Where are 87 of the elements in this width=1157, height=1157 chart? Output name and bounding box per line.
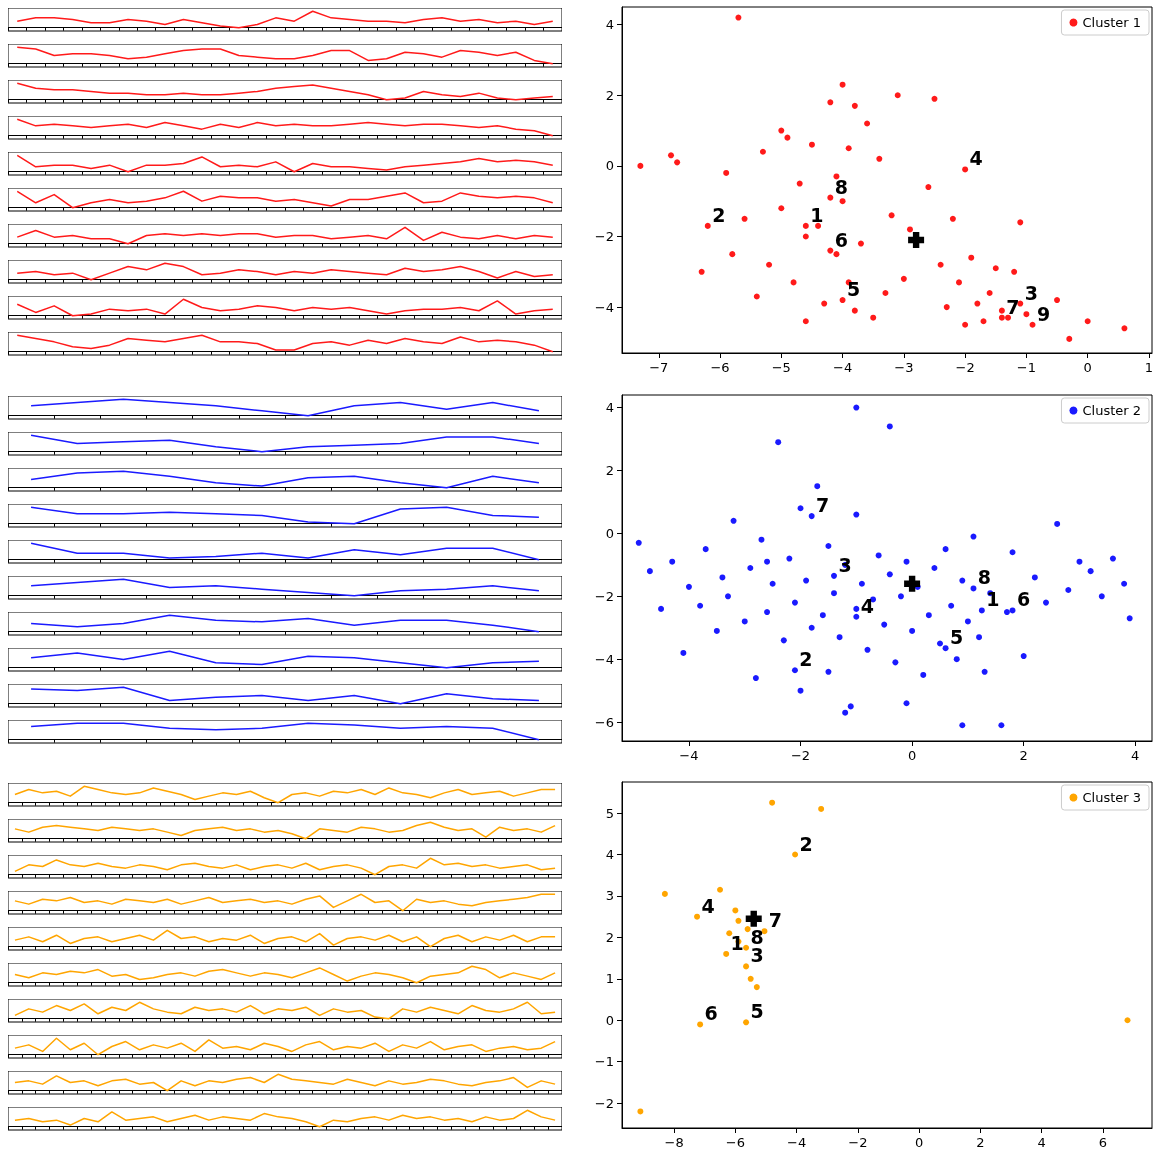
x-tick-label: 4 — [1131, 747, 1140, 763]
y-tick-label: 4 — [605, 847, 614, 863]
point — [637, 1108, 644, 1115]
point — [743, 1019, 750, 1026]
annotation: 1 — [986, 587, 1000, 610]
y-tick-label: 0 — [605, 1012, 614, 1028]
annotation: 4 — [701, 894, 715, 917]
annotation: 1 — [730, 931, 744, 954]
y-tick-label: 2 — [605, 462, 614, 478]
x-tick-label: 6 — [1098, 1135, 1108, 1150]
point — [792, 851, 799, 858]
x-tick-label: −2 — [848, 1135, 868, 1150]
x-tick-label: −4 — [679, 747, 699, 763]
point — [726, 930, 733, 937]
x-tick-label: −4 — [832, 360, 853, 375]
y-tick-label: −4 — [594, 299, 614, 315]
y-tick-label: −6 — [594, 714, 614, 730]
annotation: 4 — [969, 147, 983, 170]
x-tick-label: −6 — [710, 360, 730, 375]
point — [818, 805, 825, 812]
annotation: 2 — [799, 647, 813, 670]
point — [744, 926, 751, 933]
y-tick-label: 4 — [605, 399, 614, 415]
annotation: 6 — [834, 228, 848, 251]
annotation: 1 — [810, 203, 824, 226]
x-tick-label: −7 — [649, 360, 669, 375]
x-tick-label: −1 — [1016, 360, 1036, 375]
y-tick-label: 0 — [605, 158, 614, 174]
annotation: 8 — [834, 175, 848, 198]
x-tick-label: 0 — [907, 747, 917, 763]
point — [694, 913, 701, 920]
annotation: 5 — [750, 1000, 764, 1023]
annotation: 3 — [838, 553, 852, 576]
x-tick-label: −5 — [771, 360, 791, 375]
x-tick-label: −3 — [894, 360, 914, 375]
point — [717, 886, 724, 893]
annotation: 7 — [816, 493, 830, 516]
x-tick-label: −2 — [790, 747, 811, 763]
y-tick-label: 3 — [605, 888, 614, 904]
point — [769, 799, 776, 806]
x-tick-label: 2 — [1019, 747, 1028, 763]
annotation: 2 — [799, 832, 813, 855]
point — [747, 975, 754, 982]
point — [745, 910, 762, 927]
legend-label: Cluster 3 — [1082, 790, 1141, 805]
legend-label: Cluster 2 — [1082, 402, 1141, 418]
y-tick-label: −2 — [594, 1095, 614, 1111]
point — [661, 890, 668, 897]
point — [735, 917, 742, 924]
y-tick-label: −1 — [594, 1054, 614, 1070]
annotation: 7 — [1006, 295, 1020, 318]
x-tick-label: −6 — [725, 1135, 745, 1150]
annotation: 7 — [768, 909, 783, 932]
y-tick-label: 5 — [605, 805, 614, 821]
point — [723, 950, 730, 957]
annotation: 9 — [1036, 302, 1051, 325]
legend-label: Cluster 1 — [1082, 15, 1141, 30]
y-tick-label: 4 — [605, 17, 614, 33]
annotation: 6 — [704, 1002, 718, 1025]
x-tick-label: −4 — [787, 1135, 807, 1150]
x-tick-label: 4 — [1037, 1135, 1046, 1150]
y-tick-label: 1 — [605, 971, 614, 987]
x-tick-label: 0 — [915, 1135, 924, 1150]
point — [732, 907, 739, 914]
x-tick-label: 2 — [976, 1135, 985, 1150]
point — [753, 984, 760, 991]
point — [743, 963, 750, 970]
annotation: 8 — [977, 565, 992, 588]
y-tick-label: −2 — [594, 228, 614, 244]
y-tick-label: 2 — [605, 87, 614, 103]
point — [697, 1021, 704, 1028]
y-tick-label: −4 — [594, 651, 614, 667]
x-tick-label: −2 — [955, 360, 975, 375]
annotation: 2 — [712, 203, 726, 226]
annotation: 5 — [846, 278, 861, 301]
x-tick-label: −8 — [664, 1135, 684, 1150]
point — [743, 944, 750, 951]
y-tick-label: 0 — [605, 525, 614, 541]
annotation: 4 — [860, 594, 874, 617]
annotation: 5 — [949, 625, 964, 648]
point — [1124, 1017, 1131, 1024]
x-tick-label: 1 — [1144, 360, 1154, 375]
y-tick-label: 2 — [605, 929, 614, 945]
annotation: 6 — [1016, 587, 1031, 610]
y-tick-label: −2 — [594, 588, 614, 604]
x-tick-label: 0 — [1083, 360, 1092, 375]
annotation: 3 — [1024, 281, 1038, 304]
